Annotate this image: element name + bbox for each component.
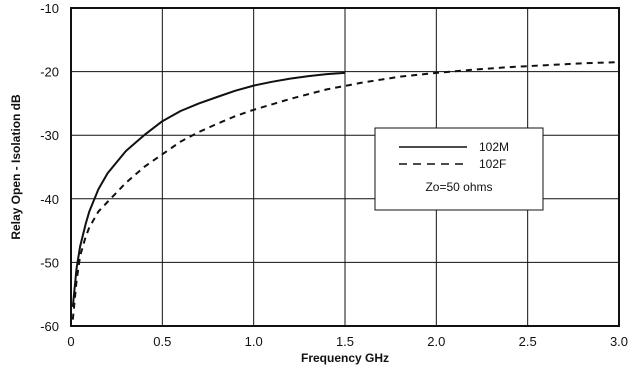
x-axis-title: Frequency GHz: [301, 351, 389, 365]
x-tick-label: 0.5: [153, 334, 171, 349]
series-line-102m: [71, 71, 346, 307]
legend-label-102f: 102F: [479, 157, 506, 171]
series-group: [71, 61, 620, 320]
y-tick-labels: -60 -50 -40 -30 -20 -10: [40, 1, 59, 334]
legend-label-102m: 102M: [479, 140, 509, 154]
legend: 102M 102F Zo=50 ohms: [374, 127, 544, 211]
plot-frame: [70, 7, 620, 327]
y-tick-label: -50: [40, 255, 59, 270]
x-tick-label: 0: [67, 334, 74, 349]
y-tick-label: -60: [40, 319, 59, 334]
y-tick-label: -30: [40, 128, 59, 143]
x-tick-label: 1.5: [336, 334, 354, 349]
y-tick-label: -20: [40, 65, 59, 80]
legend-note: Zo=50 ohms: [425, 180, 492, 194]
legend-box: [374, 127, 544, 211]
x-tick-labels: 0 0.5 1.0 1.5 2.0 2.5 3.0: [67, 334, 628, 349]
x-tick-label: 2.5: [519, 334, 537, 349]
x-tick-label: 1.0: [245, 334, 263, 349]
y-tick-label: -40: [40, 192, 59, 207]
y-axis-title: Relay Open - Isolation dB: [9, 94, 23, 240]
x-tick-label: 3.0: [610, 334, 628, 349]
x-tick-label: 2.0: [427, 334, 445, 349]
y-tick-label: -10: [40, 1, 59, 16]
